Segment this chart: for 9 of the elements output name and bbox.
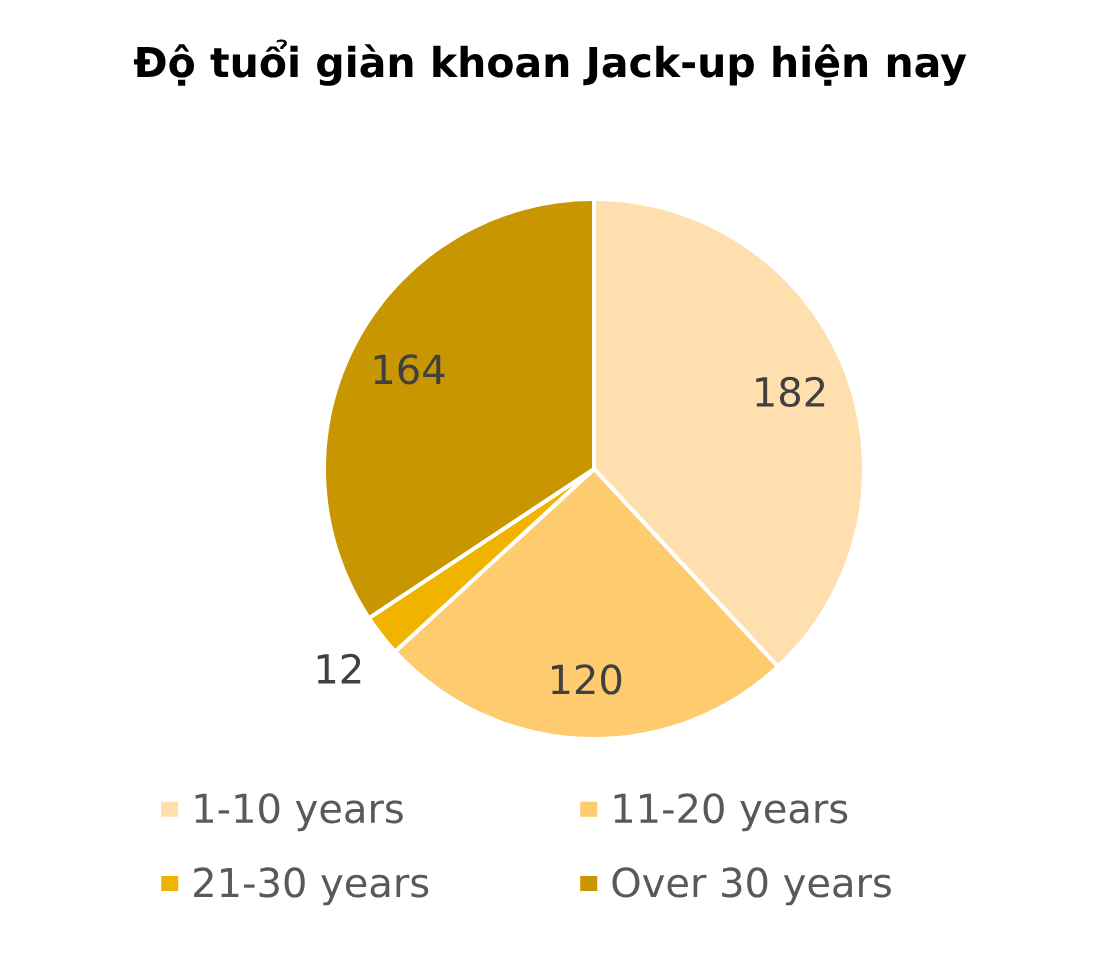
data-label: 12: [317, 653, 361, 684]
legend-label: 1-10 years: [195, 793, 403, 832]
chart-title: Độ tuổi giàn khoan Jack-up hiện nay: [133, 39, 967, 86]
legend-label: Over 30 years: [612, 867, 891, 906]
data-label: 182: [756, 376, 825, 408]
data-label: 120: [551, 664, 622, 695]
legend-label: 21-30 years: [194, 867, 429, 906]
legend-label: 11-20 years: [614, 793, 848, 832]
data-label: 164: [374, 354, 445, 385]
